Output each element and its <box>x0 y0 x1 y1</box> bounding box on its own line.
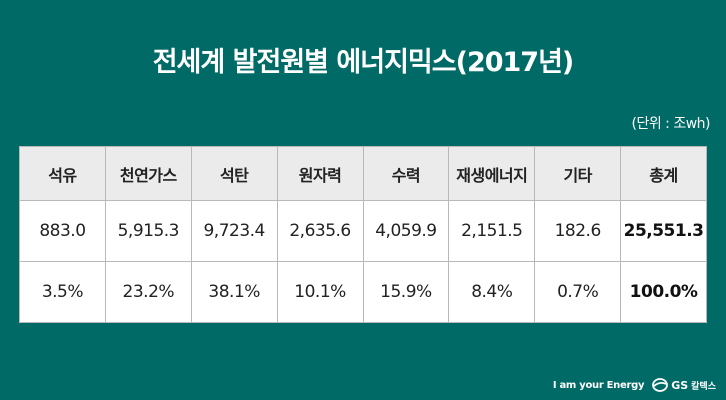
table-cell: 23.2% <box>104 261 192 323</box>
table-cell: 2,635.6 <box>276 200 364 262</box>
column-header-renewable: 재생에너지 <box>448 146 536 201</box>
column-header-hydro: 수력 <box>362 146 450 201</box>
unit-label: (단위 : 조wh) <box>631 116 710 132</box>
gs-caltex-logo-icon <box>652 378 669 392</box>
footer-branding: I am your Energy GS 칼텍스 <box>553 378 716 392</box>
energy-mix-table: 석유 천연가스 석탄 원자력 수력 재생에너지 기타 총계 883.0 5,91… <box>19 146 707 323</box>
table-cell: 0.7% <box>534 261 622 323</box>
column-header-oil: 석유 <box>19 146 106 201</box>
table-cell: 5,915.3 <box>104 200 192 262</box>
table-cell: 4,059.9 <box>362 200 450 262</box>
table-cell: 3.5% <box>19 261 106 323</box>
table-cell: 15.9% <box>362 261 450 323</box>
table-cell-total: 100.0% <box>620 261 707 323</box>
column-header-natural-gas: 천연가스 <box>104 146 192 201</box>
table-cell: 883.0 <box>19 200 106 262</box>
column-header-coal: 석탄 <box>190 146 278 201</box>
column-header-nuclear: 원자력 <box>276 146 364 201</box>
page-title: 전세계 발전원별 에너지믹스(2017년) <box>152 47 575 78</box>
table-cell: 2,151.5 <box>448 200 536 262</box>
brand-gs: GS <box>671 378 689 392</box>
table-cell: 182.6 <box>534 200 622 262</box>
brand-kr: 칼텍스 <box>691 381 716 392</box>
table-cell: 38.1% <box>190 261 278 323</box>
column-header-other: 기타 <box>534 146 622 201</box>
table-row-percent: 3.5% 23.2% 38.1% 10.1% 15.9% 8.4% 0.7% 1… <box>19 261 707 323</box>
column-header-total: 총계 <box>620 146 707 201</box>
table-header-row: 석유 천연가스 석탄 원자력 수력 재생에너지 기타 총계 <box>19 146 707 201</box>
table-row-value: 883.0 5,915.3 9,723.4 2,635.6 4,059.9 2,… <box>19 200 707 262</box>
table-cell-total: 25,551.3 <box>620 200 707 262</box>
table-cell: 10.1% <box>276 261 364 323</box>
brand: GS 칼텍스 <box>652 378 716 392</box>
table-cell: 9,723.4 <box>190 200 278 262</box>
slogan: I am your Energy <box>552 379 645 391</box>
table-cell: 8.4% <box>448 261 536 323</box>
